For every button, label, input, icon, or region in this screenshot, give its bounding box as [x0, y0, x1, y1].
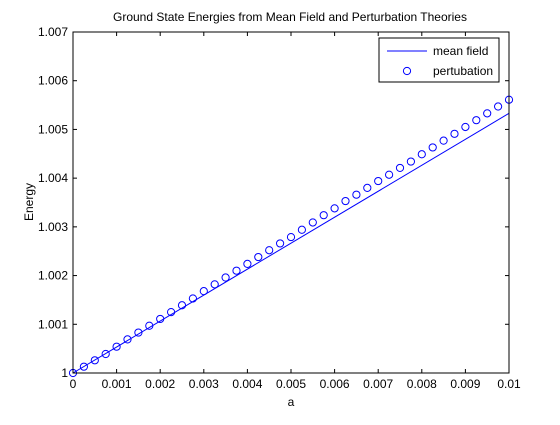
data-point-pertubation: [428, 143, 437, 152]
x-tick-label: 0.009: [450, 377, 480, 391]
data-point-pertubation: [395, 163, 405, 173]
x-tick-label: 0.004: [232, 377, 262, 391]
y-tick-label: 1.006: [38, 74, 68, 88]
data-point-pertubation: [330, 204, 339, 213]
x-tick-label: 0: [70, 377, 77, 391]
legend-label-pertubation: pertubation: [433, 64, 493, 78]
data-point-pertubation: [90, 356, 99, 365]
legend-box: [378, 37, 500, 83]
y-tick-label: 1.003: [38, 220, 68, 234]
y-tick-label: 1.001: [38, 317, 68, 331]
data-point-pertubation: [199, 287, 208, 296]
x-axis-label: a: [288, 395, 295, 409]
data-point-pertubation: [417, 150, 426, 159]
x-tick-label: 0.007: [363, 377, 393, 391]
data-point-pertubation: [341, 196, 350, 206]
x-tick-label: 0.003: [189, 377, 219, 391]
data-point-pertubation: [221, 273, 230, 282]
legend-label-mean-field: mean field: [433, 44, 488, 58]
data-point-pertubation: [483, 109, 492, 118]
data-point-pertubation: [319, 211, 328, 220]
y-tick-label: 1.004: [38, 171, 68, 185]
data-point-pertubation: [265, 246, 274, 255]
x-tick-label: 0.001: [102, 377, 132, 391]
tick-marks: [72, 31, 510, 374]
y-tick-labels: 1 1.001 1.002 1.003 1.004 1.005 1.006 1.007: [38, 25, 68, 380]
y-tick-label: 1: [61, 366, 68, 380]
data-point-pertubation: [232, 266, 241, 275]
data-point-pertubation: [134, 328, 143, 337]
data-point-pertubation: [177, 301, 187, 310]
data-point-pertubation: [145, 321, 154, 330]
data-point-pertubation: [286, 232, 296, 242]
x-tick-labels: 0 0.001 0.002 0.003 0.004 0.005 0.006 0.007 0.00…: [70, 377, 521, 391]
data-point-pertubation: [254, 252, 263, 262]
data-point-pertubation: [188, 294, 197, 303]
y-tick-label: 1.007: [38, 25, 68, 39]
data-point-pertubation: [385, 170, 394, 179]
data-point-pertubation: [308, 218, 317, 227]
data-point-pertubation: [79, 362, 89, 371]
data-point-pertubation: [123, 335, 132, 344]
y-axis-label: Energy: [22, 183, 36, 221]
x-tick-label: 0.005: [276, 377, 306, 391]
data-point-pertubation: [101, 349, 110, 359]
x-tick-label: 0.01: [497, 377, 521, 391]
data-point-pertubation: [494, 102, 503, 111]
data-point-pertubation: [363, 183, 372, 192]
data-point-pertubation: [406, 157, 415, 166]
y-tick-label: 1.002: [38, 269, 68, 283]
data-point-pertubation: [112, 342, 121, 351]
x-tick-label: 0.006: [320, 377, 350, 391]
legend-marker-pertubation-icon: [402, 66, 412, 76]
data-point-pertubation: [210, 280, 219, 289]
chart-title: Ground State Energies from Mean Field an…: [113, 10, 467, 24]
axes-box: [72, 31, 510, 374]
data-point-pertubation: [167, 308, 176, 317]
data-point-pertubation: [352, 190, 361, 199]
data-point-pertubation: [472, 116, 481, 125]
data-point-pertubation: [276, 239, 285, 248]
data-point-pertubation: [297, 225, 306, 234]
data-point-pertubation: [461, 122, 470, 132]
data-point-pertubation: [439, 136, 448, 145]
data-point-pertubation: [243, 259, 252, 268]
legend: mean field pertubation: [378, 37, 500, 83]
series-line-mean-field: [72, 112, 510, 374]
data-point-pertubation: [156, 314, 165, 324]
x-tick-label: 0.002: [145, 377, 175, 391]
x-tick-label: 0.008: [407, 377, 437, 391]
plot-area: [68, 95, 514, 378]
data-point-pertubation: [374, 176, 383, 186]
data-point-pertubation: [450, 129, 459, 138]
y-tick-label: 1.005: [38, 122, 68, 136]
